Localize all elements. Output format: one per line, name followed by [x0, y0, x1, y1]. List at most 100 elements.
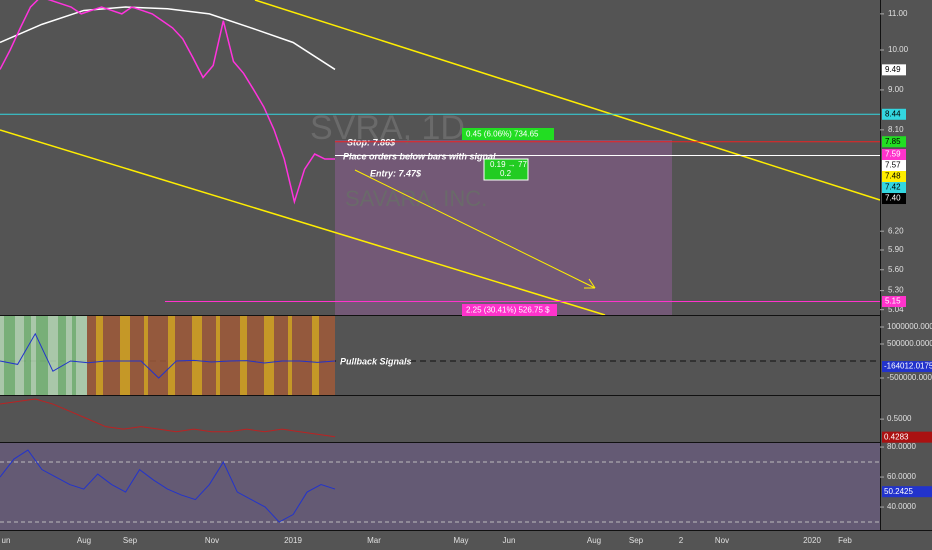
- signal-stripe: [168, 316, 175, 395]
- price-tag: [882, 160, 906, 172]
- y-tick-label: 11.00: [888, 9, 908, 18]
- price-tag: [882, 193, 906, 205]
- price-line: [0, 0, 335, 205]
- x-tick-label: Sep: [629, 536, 644, 545]
- price-tag: [882, 64, 906, 76]
- signal-stripe: [192, 316, 202, 395]
- y-tick-label: 0.5000: [887, 414, 912, 423]
- x-tick-label: un: [2, 536, 11, 545]
- signal-stripe: [144, 316, 148, 395]
- price-tag: [882, 296, 906, 308]
- watermark-sub: SAVARA, INC.: [345, 186, 487, 211]
- signal-stripe: [231, 316, 240, 395]
- x-tick-label: Jun: [503, 536, 516, 545]
- price-tag-label: 7.85: [885, 137, 901, 146]
- x-tick-label: May: [453, 536, 468, 545]
- x-tick-label: Nov: [715, 536, 729, 545]
- signal-stripe: [216, 316, 220, 395]
- y-tick-label: -500000.0000: [887, 373, 932, 382]
- signal-stripe: [138, 316, 144, 395]
- y-tick-label: 500000.0000: [887, 339, 932, 348]
- x-tick-label: Sep: [123, 536, 138, 545]
- indicator-tag-label: 50.2425: [884, 487, 913, 496]
- price-tag: [882, 171, 906, 183]
- x-tick-label: Aug: [77, 536, 91, 545]
- orders-note: Place orders below bars with signal: [343, 151, 496, 161]
- signal-stripe: [252, 316, 264, 395]
- signal-stripe: [319, 316, 324, 395]
- signal-stripe: [87, 316, 96, 395]
- stop-note: Stop: 7.86$: [347, 137, 396, 147]
- signal-stripe: [175, 316, 180, 395]
- indicator-tag: [882, 486, 932, 498]
- watermark: SVRA, 1D: [310, 109, 465, 147]
- signal-stripe: [159, 316, 168, 395]
- target-box: [462, 128, 554, 140]
- price-tag: [882, 149, 906, 161]
- y-tick-label: 1000000.0000: [887, 322, 932, 331]
- price-tag-label: 5.15: [885, 297, 901, 306]
- signal-stripe: [96, 316, 103, 395]
- signal-stripe: [247, 316, 252, 395]
- signal-stripe: [48, 316, 58, 395]
- price-tag: [882, 108, 906, 120]
- signal-stripe: [0, 316, 4, 395]
- indicator-tag-label: -164012.0175: [884, 362, 932, 371]
- signal-stripe: [4, 316, 15, 395]
- x-tick-label: 2: [679, 536, 684, 545]
- rsi-background: [0, 443, 880, 530]
- signal-stripe: [76, 316, 87, 395]
- arrow: [354, 169, 596, 289]
- price-tag-label: 7.59: [885, 150, 901, 159]
- y-tick-label: 8.10: [888, 125, 904, 134]
- signal-stripe: [58, 316, 66, 395]
- y-tick-label: 5.04: [888, 305, 904, 314]
- signals-note: Pullback Signals: [340, 356, 412, 366]
- y-tick-label: 40.0000: [887, 502, 916, 511]
- signal-stripe: [108, 316, 120, 395]
- price-tag-label: 8.44: [885, 109, 901, 118]
- ratio-label: 0.2: [500, 169, 512, 178]
- y-tick-label: 9.00: [888, 85, 904, 94]
- arrow-head: [584, 278, 596, 289]
- signal-stripe: [120, 316, 130, 395]
- x-tick-label: Aug: [587, 536, 601, 545]
- price-tag-label: 7.48: [885, 172, 901, 181]
- ratio-label: 0.19 → 77: [490, 160, 527, 169]
- indicator-line: [0, 398, 336, 438]
- ratio-box: [483, 158, 529, 181]
- signal-stripe: [274, 316, 282, 395]
- y-tick-label: 5.60: [888, 265, 904, 274]
- indicator-tag: [882, 431, 932, 443]
- x-tick-label: Feb: [838, 536, 852, 545]
- x-tick-label: Mar: [367, 536, 381, 545]
- signal-stripe: [15, 316, 24, 395]
- signal-stripe: [220, 316, 231, 395]
- target-label: 0.45 (6.06%) 734.65: [466, 130, 539, 139]
- signal-stripe: [324, 316, 335, 395]
- signal-stripe: [31, 316, 36, 395]
- y-tick-label: 5.90: [888, 245, 904, 254]
- signal-stripe: [24, 316, 31, 395]
- loss-box: [462, 304, 557, 316]
- signal-stripe: [240, 316, 247, 395]
- signal-stripe: [36, 316, 48, 395]
- price-tag-label: 9.49: [885, 65, 901, 74]
- price-tag-label: 7.57: [885, 161, 901, 170]
- price-tag-label: 7.40: [885, 194, 901, 203]
- signal-stripe: [282, 316, 288, 395]
- signal-stripe: [148, 316, 159, 395]
- indicator-tag-label: 0.4283: [884, 432, 909, 441]
- moving-average: [0, 6, 336, 71]
- trend-line: [0, 129, 606, 316]
- y-tick-label: 6.20: [888, 226, 904, 235]
- signal-stripe: [66, 316, 72, 395]
- price-tag: [882, 182, 906, 194]
- loss-label: 2.25 (30.41%) 526.75 $: [466, 306, 550, 315]
- signal-stripe: [210, 316, 216, 395]
- x-tick-label: Nov: [205, 536, 219, 545]
- signal-stripe: [130, 316, 138, 395]
- x-tick-label: 2019: [284, 536, 302, 545]
- signal-stripe: [288, 316, 292, 395]
